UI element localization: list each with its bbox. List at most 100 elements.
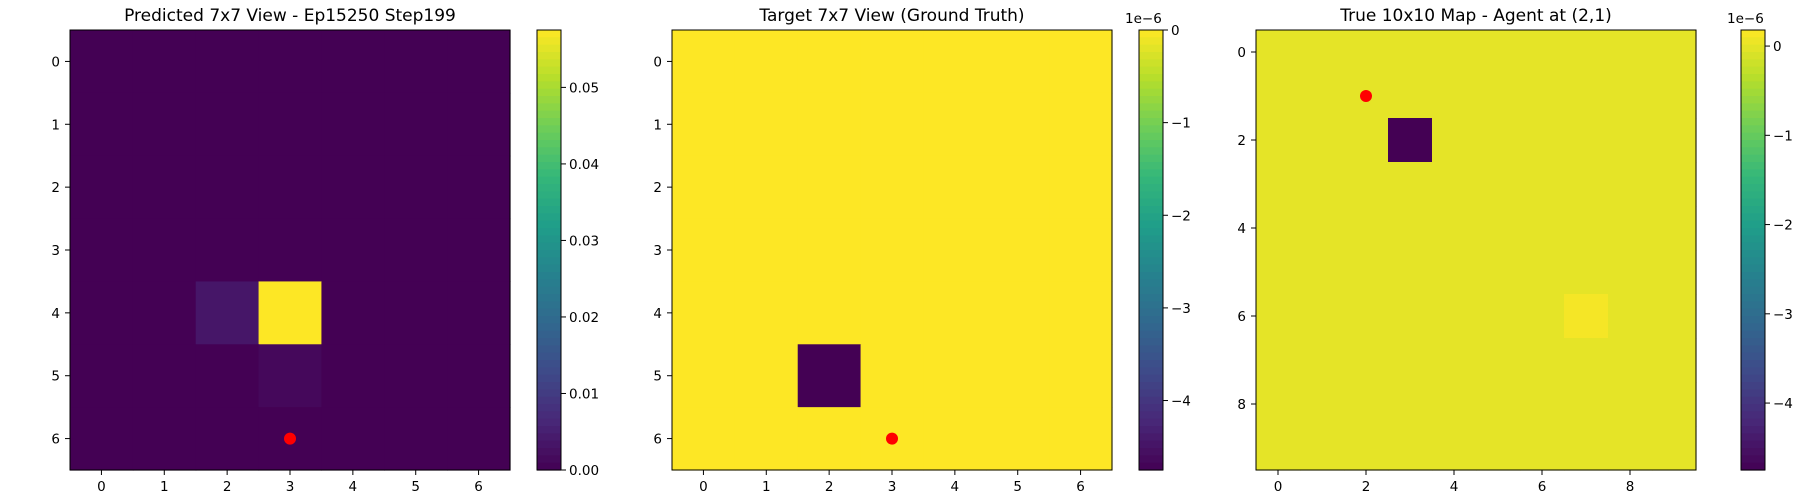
x-tick-label: 0	[699, 479, 708, 495]
colorbar-segment	[1741, 345, 1765, 354]
colorbar-segment	[537, 367, 561, 376]
heatmap-cell	[1652, 250, 1697, 295]
panel-title: True 10x10 Map - Agent at (2,1)	[1339, 6, 1612, 26]
colorbar-segment	[1139, 426, 1163, 434]
colorbar-segment	[1139, 81, 1163, 90]
heatmap-cell	[1049, 92, 1113, 157]
heatmap-cell	[258, 30, 323, 94]
heatmap-cell	[132, 407, 197, 471]
colorbar-segment	[1741, 433, 1765, 442]
colorbar-segment	[1741, 191, 1765, 200]
heatmap-cell	[1520, 30, 1565, 75]
x-tick-label: 2	[825, 479, 834, 495]
heatmap-cell	[986, 155, 1050, 220]
colorbar-segment	[537, 206, 561, 214]
colorbar-segment	[1139, 110, 1163, 119]
colorbar-segment	[1139, 330, 1163, 339]
colorbar-segment	[1741, 198, 1765, 207]
x-tick-label: 4	[1450, 479, 1459, 495]
colorbar-segment	[1741, 66, 1765, 75]
colorbar-segment	[537, 264, 561, 273]
colorbar-segment	[1741, 382, 1765, 390]
heatmap-cell	[1564, 74, 1609, 119]
colorbar-segment	[537, 286, 561, 295]
heatmap-cell	[1652, 162, 1697, 207]
heatmap-cell	[672, 92, 736, 157]
colorbar-segment	[537, 411, 561, 420]
colorbar-segment	[1741, 59, 1765, 68]
heatmap-cell	[797, 30, 862, 94]
y-tick-label: 0	[1237, 45, 1246, 61]
colorbar-segment	[1741, 257, 1765, 266]
heatmap-cell	[672, 155, 736, 220]
x-tick-label: 3	[286, 479, 295, 495]
heatmap-cell	[1388, 382, 1433, 427]
heatmap-cell	[1608, 118, 1653, 163]
heatmap-cell	[1432, 382, 1477, 427]
colorbar-tick-label: 0.02	[569, 310, 599, 326]
heatmap-cell	[923, 30, 987, 94]
heatmap-cell	[1388, 206, 1433, 251]
heatmap-cell	[1300, 294, 1345, 339]
heatmap-cell	[672, 218, 736, 283]
heatmap-cell	[132, 344, 197, 408]
colorbar-segment	[1139, 345, 1163, 354]
colorbar-segment	[1139, 213, 1163, 222]
heatmap-cell	[70, 407, 134, 471]
heatmap-cell	[797, 92, 862, 157]
colorbar-segment	[1139, 37, 1163, 46]
colorbar-segment	[537, 140, 561, 148]
heatmap-cell	[734, 344, 799, 408]
x-tick-label: 4	[951, 479, 960, 495]
heatmap-cell	[447, 344, 511, 408]
colorbar-segment	[1741, 206, 1765, 214]
colorbar-segment	[537, 345, 561, 354]
colorbar-segment	[537, 132, 561, 141]
colorbar-segment	[537, 66, 561, 75]
heatmap-cell	[1049, 281, 1113, 345]
colorbar-segment	[1741, 37, 1765, 46]
colorbar-segment	[1741, 235, 1765, 244]
colorbar-segment	[1139, 52, 1163, 60]
heatmap-cell	[797, 155, 862, 220]
heatmap-cell	[1652, 294, 1697, 339]
x-ticks: 0 1 2 3 4 5 6	[699, 470, 1085, 495]
colorbar-segment	[1741, 279, 1765, 288]
y-tick-label: 5	[51, 369, 60, 385]
heatmap-cell	[384, 407, 448, 471]
x-tick-label: 8	[1626, 479, 1635, 495]
heatmap-cell	[1608, 206, 1653, 251]
heatmap-cell	[734, 30, 799, 94]
heatmap-cell	[1344, 426, 1389, 471]
colorbar-segment	[1139, 462, 1163, 471]
heatmap-cell	[1049, 218, 1113, 283]
y-tick-label: 5	[653, 369, 662, 385]
colorbar-segment	[1741, 44, 1765, 53]
colorbar-tick-label: 0.00	[569, 463, 599, 479]
heatmap-cell	[860, 92, 925, 157]
heatmap-cell	[132, 30, 197, 94]
heatmap-cell	[986, 30, 1050, 94]
heatmap-cell	[132, 92, 197, 157]
colorbar-tick-label: −4	[1773, 396, 1793, 412]
colorbar-tick-label: 0.04	[569, 157, 599, 173]
colorbar-segment	[537, 30, 561, 38]
heatmap-cell	[321, 218, 385, 283]
colorbar-segment	[1741, 147, 1765, 156]
heatmap-cell	[734, 281, 799, 345]
colorbar-segment	[1741, 404, 1765, 412]
x-tick-label: 5	[1013, 479, 1022, 495]
colorbar-segment	[1741, 30, 1765, 38]
colorbar-segment	[537, 404, 561, 412]
colorbar-segment	[1741, 367, 1765, 376]
colorbar-segment	[537, 154, 561, 163]
y-tick-label: 6	[653, 432, 662, 448]
heatmap-cell	[1388, 162, 1433, 207]
x-tick-label: 0	[1274, 479, 1283, 495]
colorbar-segment	[1139, 140, 1163, 148]
colorbar-segment	[1139, 118, 1163, 126]
x-tick-label: 5	[411, 479, 420, 495]
panel-title: Target 7x7 View (Ground Truth)	[758, 6, 1024, 26]
heatmap-cell	[195, 30, 260, 94]
colorbar-segment	[537, 382, 561, 390]
